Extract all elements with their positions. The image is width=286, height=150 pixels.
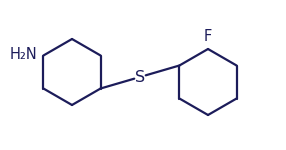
Text: S: S (135, 69, 145, 84)
Text: F: F (204, 29, 212, 44)
Text: H₂N: H₂N (10, 47, 37, 62)
